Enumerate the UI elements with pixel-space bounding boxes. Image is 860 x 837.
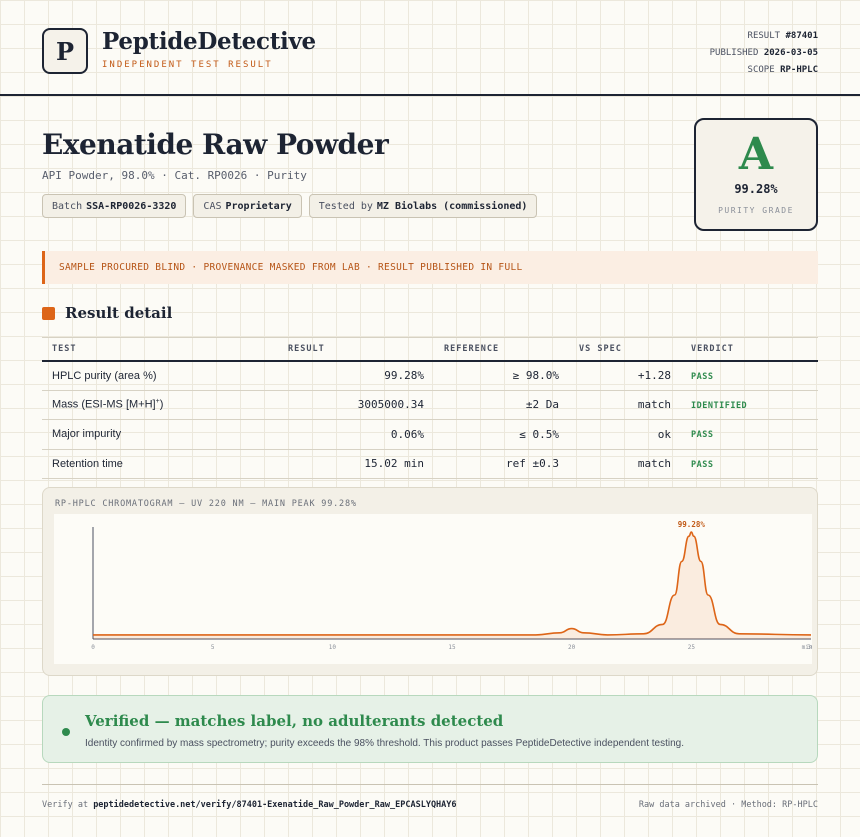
brand-logo[interactable]: P bbox=[42, 28, 88, 74]
result-detail-heading: Result detail bbox=[42, 304, 172, 322]
cell-test-text: Mass (ESI-MS [M+H] bbox=[52, 399, 156, 412]
brand-tagline: INDEPENDENT TEST RESULT bbox=[102, 60, 273, 70]
x-unit-label: min bbox=[802, 644, 812, 651]
chip-batch: Batch SSA-RP0026-3320 bbox=[42, 194, 187, 218]
table-row: Retention time 15.02 min ref ±0.3 match … bbox=[42, 449, 818, 479]
verdict-badge: PASS bbox=[691, 430, 714, 441]
page-footer: Verify at peptidedetective.net/verify/87… bbox=[42, 784, 818, 824]
chip-batch-label: Batch bbox=[52, 200, 83, 212]
chip-tested-by-label: Tested by bbox=[318, 200, 373, 212]
x-tick-label: 10 bbox=[329, 644, 337, 651]
chromatogram-card: RP-HPLC CHROMATOGRAM — UV 220 NM — MAIN … bbox=[42, 487, 818, 676]
product-subtitle: API Powder, 98.0% · Cat. RP0026 · Purity bbox=[42, 169, 307, 182]
purity-grade-card: A 99.28% PURITY GRADE bbox=[694, 118, 818, 231]
series-line bbox=[93, 531, 812, 636]
x-tick-label: 5 bbox=[211, 644, 215, 651]
cell-test-end: ) bbox=[159, 399, 164, 412]
result-label: RESULT bbox=[747, 31, 781, 41]
peak-annotation: 99.28% bbox=[678, 520, 706, 529]
table-row: Mass (ESI-MS [M+H]+) 3005000.34 ±2 Da ma… bbox=[42, 390, 818, 420]
cell-vs-spec: ok bbox=[569, 419, 681, 450]
result-id-line: RESULT #87401 bbox=[710, 28, 818, 45]
series-area bbox=[93, 532, 811, 639]
verified-text: Identity confirmed by mass spectrometry;… bbox=[85, 738, 685, 749]
cell-test: Major impurity bbox=[42, 419, 278, 450]
verify-line: Verify at peptidedetective.net/verify/87… bbox=[42, 800, 457, 810]
x-tick-label: 30 bbox=[807, 644, 812, 651]
product-chips: Batch SSA-RP0026-3320 CAS Proprietary Test… bbox=[42, 194, 538, 218]
cell-test-sup: + bbox=[155, 398, 160, 406]
cell-verdict: PASS bbox=[681, 419, 818, 450]
cell-verdict: PASS bbox=[681, 360, 818, 391]
cell-reference: ref ±0.3 bbox=[434, 449, 569, 479]
col-reference: REFERENCE bbox=[434, 337, 569, 362]
scope-line: SCOPE RP-HPLC bbox=[710, 62, 818, 79]
verify-link[interactable]: peptidedetective.net/verify/87401-Exenat… bbox=[93, 800, 457, 810]
table-header-row: TEST RESULT REFERENCE VS SPEC VERDICT bbox=[42, 337, 818, 362]
chart-title: RP-HPLC CHROMATOGRAM — UV 220 NM — MAIN … bbox=[55, 499, 357, 509]
x-tick-label: 0 bbox=[91, 644, 95, 651]
cell-vs-spec: match bbox=[569, 449, 681, 479]
table-row: Major impurity 0.06% ≤ 0.5% ok PASS bbox=[42, 419, 818, 450]
scope-value: RP-HPLC bbox=[780, 65, 818, 75]
cell-reference: ≤ 0.5% bbox=[434, 419, 569, 450]
chip-cas-label: CAS bbox=[203, 200, 222, 212]
cell-result: 3005000.34 bbox=[278, 390, 434, 420]
verified-title: Verified — matches label, no adulterants… bbox=[85, 712, 504, 730]
col-verdict: VERDICT bbox=[681, 337, 818, 362]
cell-reference: ±2 Da bbox=[434, 390, 569, 420]
chip-cas: CAS Proprietary bbox=[193, 194, 302, 218]
cell-verdict: PASS bbox=[681, 449, 818, 479]
result-id: #87401 bbox=[785, 31, 818, 41]
chip-batch-value: SSA-RP0026-3320 bbox=[86, 200, 177, 212]
col-vs-spec: VS SPEC bbox=[569, 337, 681, 362]
verified-banner: Verified — matches label, no adulterants… bbox=[42, 695, 818, 763]
footer-right: Raw data archived · Method: RP-HPLC bbox=[638, 800, 818, 810]
page-header: P PeptideDetective INDEPENDENT TEST RESU… bbox=[0, 0, 860, 96]
blind-sample-notice: SAMPLE PROCURED BLIND · PROVENANCE MASKE… bbox=[42, 251, 818, 284]
col-test: TEST bbox=[42, 337, 278, 362]
cell-vs-spec: +1.28 bbox=[569, 360, 681, 391]
cell-verdict: IDENTIFIED bbox=[681, 390, 818, 420]
result-table: TEST RESULT REFERENCE VS SPEC VERDICT HP… bbox=[42, 337, 818, 479]
grade-label: PURITY GRADE bbox=[718, 206, 794, 215]
chip-tested-by: Tested by MZ Biolabs (commissioned) bbox=[308, 194, 538, 218]
cell-result: 99.28% bbox=[278, 360, 434, 391]
chart-area: 0 5 10 15 20 25 30min 99.28% bbox=[54, 514, 815, 664]
published-line: PUBLISHED 2026-03-05 bbox=[710, 45, 818, 62]
chip-tested-by-value: MZ Biolabs (commissioned) bbox=[376, 200, 528, 212]
x-tick-label: 25 bbox=[688, 644, 696, 651]
cell-test: HPLC purity (area %) bbox=[42, 360, 278, 391]
chip-cas-value: Proprietary bbox=[225, 200, 292, 212]
verified-dot-icon bbox=[62, 728, 70, 736]
section-title: Result detail bbox=[65, 304, 173, 322]
cell-result: 15.02 min bbox=[278, 449, 434, 479]
verdict-badge: PASS bbox=[691, 459, 714, 470]
verdict-badge: IDENTIFIED bbox=[691, 400, 748, 411]
scope-label: SCOPE bbox=[747, 65, 775, 75]
chromatogram-chart: 0 5 10 15 20 25 30min 99.28% bbox=[91, 520, 815, 651]
published-label: PUBLISHED bbox=[709, 48, 759, 58]
table-row: HPLC purity (area %) 99.28% ≥ 98.0% +1.2… bbox=[42, 360, 818, 391]
section-marker-icon bbox=[42, 306, 55, 320]
verdict-badge: PASS bbox=[691, 371, 714, 382]
cell-test: Retention time bbox=[42, 449, 278, 479]
result-meta: RESULT #87401 PUBLISHED 2026-03-05 SCOPE… bbox=[710, 28, 818, 79]
brand-name[interactable]: PeptideDetective bbox=[102, 28, 316, 55]
cell-vs-spec: match bbox=[569, 390, 681, 420]
grade-value: 99.28% bbox=[734, 182, 778, 196]
published-date: 2026-03-05 bbox=[763, 48, 818, 58]
x-tick-label: 20 bbox=[568, 644, 576, 651]
col-result: RESULT bbox=[278, 337, 434, 362]
cell-result: 0.06% bbox=[278, 419, 434, 450]
grade-letter: A bbox=[738, 129, 774, 180]
product-title: Exenatide Raw Powder bbox=[42, 128, 389, 161]
cell-test: Mass (ESI-MS [M+H]+) bbox=[42, 390, 278, 420]
cell-reference: ≥ 98.0% bbox=[434, 360, 569, 391]
verify-prefix: Verify at bbox=[42, 800, 89, 810]
x-tick-label: 15 bbox=[448, 644, 456, 651]
